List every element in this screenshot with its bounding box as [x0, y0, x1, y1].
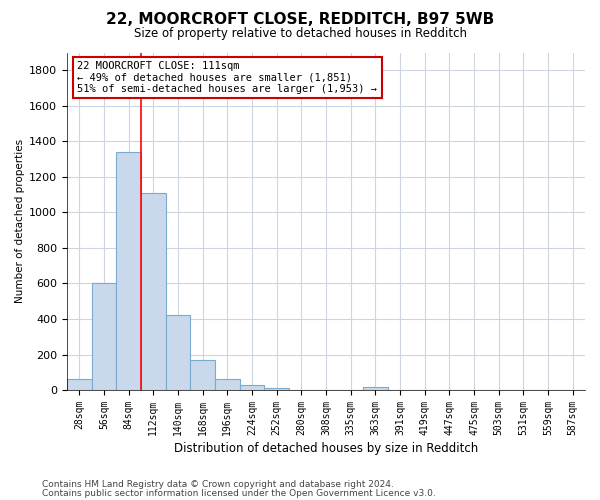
Bar — [67, 380, 92, 390]
Bar — [92, 284, 116, 390]
Bar — [265, 388, 289, 390]
Text: Contains HM Land Registry data © Crown copyright and database right 2024.: Contains HM Land Registry data © Crown c… — [42, 480, 394, 489]
Bar — [215, 380, 239, 390]
Bar — [239, 385, 265, 390]
Text: 22, MOORCROFT CLOSE, REDDITCH, B97 5WB: 22, MOORCROFT CLOSE, REDDITCH, B97 5WB — [106, 12, 494, 28]
Bar — [141, 193, 166, 390]
Text: Size of property relative to detached houses in Redditch: Size of property relative to detached ho… — [133, 28, 467, 40]
Y-axis label: Number of detached properties: Number of detached properties — [15, 139, 25, 304]
Bar — [363, 388, 388, 390]
X-axis label: Distribution of detached houses by size in Redditch: Distribution of detached houses by size … — [174, 442, 478, 455]
Bar — [166, 316, 190, 390]
Bar — [190, 360, 215, 390]
Text: Contains public sector information licensed under the Open Government Licence v3: Contains public sector information licen… — [42, 488, 436, 498]
Bar — [116, 152, 141, 390]
Text: 22 MOORCROFT CLOSE: 111sqm
← 49% of detached houses are smaller (1,851)
51% of s: 22 MOORCROFT CLOSE: 111sqm ← 49% of deta… — [77, 61, 377, 94]
